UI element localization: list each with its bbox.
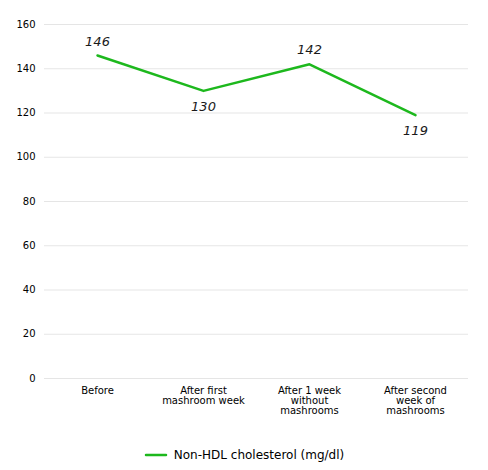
svg-text:Before: Before (81, 385, 114, 396)
svg-text:60: 60 (23, 240, 36, 251)
svg-text:After firstmashroom week: After firstmashroom week (162, 385, 245, 406)
svg-text:160: 160 (16, 19, 35, 30)
svg-text:100: 100 (16, 151, 35, 162)
svg-text:120: 120 (16, 107, 35, 118)
svg-text:40: 40 (23, 284, 36, 295)
svg-text:146: 146 (85, 34, 110, 49)
svg-text:0: 0 (29, 373, 35, 384)
html-text:Non-HDL cholesterol (mg/dl): Non-HDL cholesterol (mg/dl) (173, 448, 345, 462)
svg-text:140: 140 (16, 63, 35, 74)
svg-text:80: 80 (23, 196, 36, 207)
svg-text:130: 130 (191, 99, 216, 114)
svg-text:142: 142 (297, 42, 322, 57)
svg-text:After 1 weekwithoutmashrooms: After 1 weekwithoutmashrooms (278, 385, 341, 416)
svg-text:119: 119 (403, 123, 428, 138)
svg-text:After secondweek ofmashrooms: After secondweek ofmashrooms (384, 385, 447, 416)
svg-text:20: 20 (23, 328, 36, 339)
